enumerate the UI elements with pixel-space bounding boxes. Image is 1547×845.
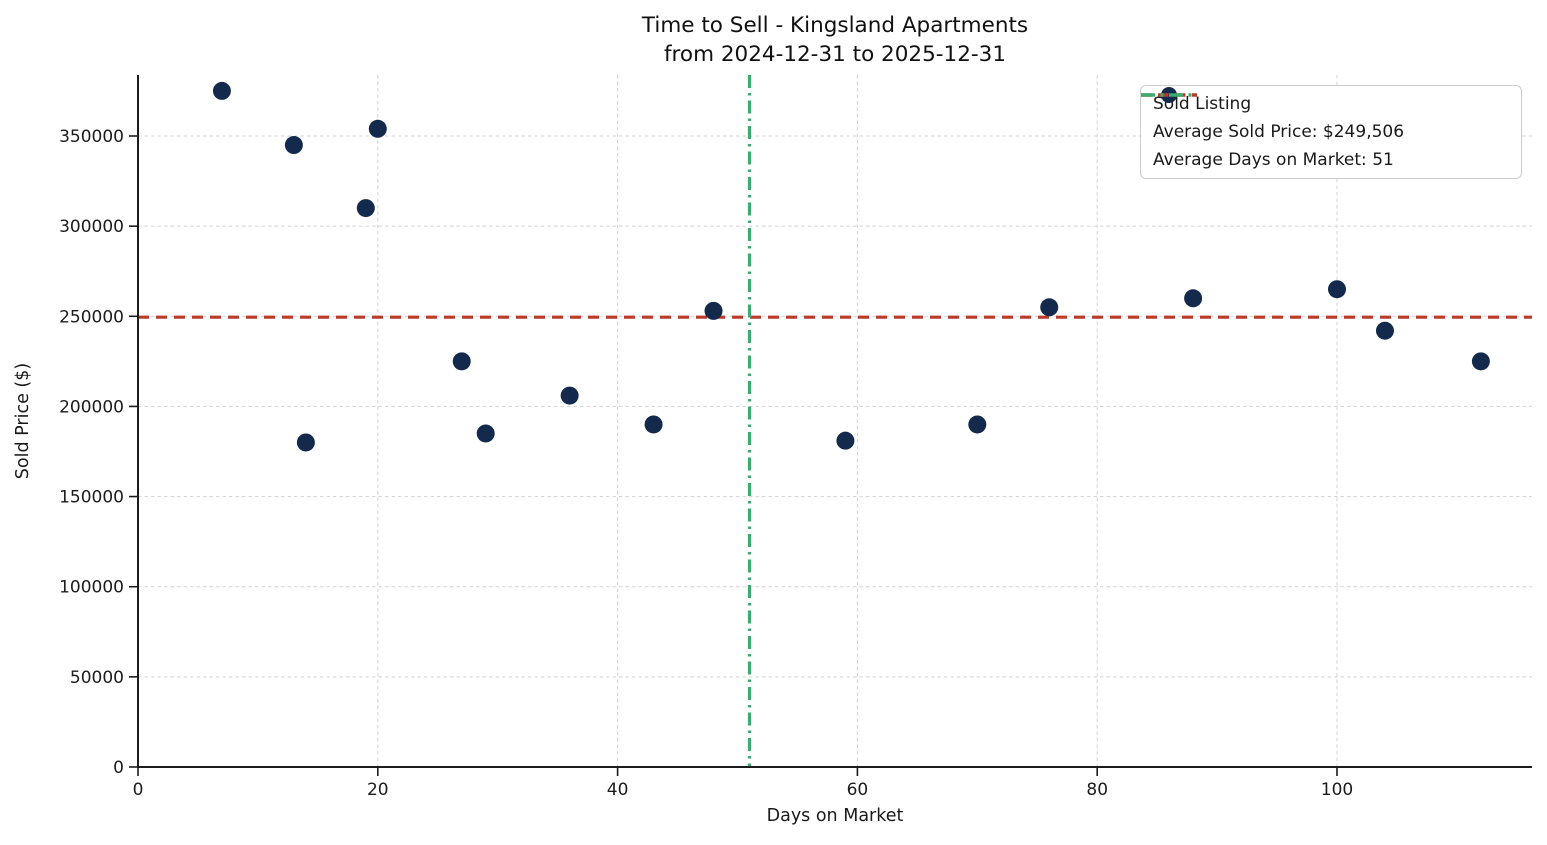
- scatter-point: [452, 352, 471, 371]
- scatter-point: [968, 415, 987, 434]
- legend-item-0: Sold Listing: [1153, 87, 1511, 118]
- legend-item-label: Average Sold Price: $249,506: [1153, 122, 1405, 142]
- scatter-point: [284, 136, 303, 155]
- legend-item-1: Average Sold Price: $249,506: [1141, 93, 1511, 146]
- scatter-point: [1375, 321, 1394, 340]
- x-tick-label: 20: [367, 780, 389, 800]
- scatter-point: [1471, 352, 1490, 371]
- scatter-point: [356, 199, 375, 218]
- scatter-point: [560, 386, 579, 405]
- y-tick-label: 350000: [59, 127, 124, 147]
- scatter-point: [212, 81, 231, 100]
- x-tick-label: 80: [1086, 780, 1108, 800]
- scatter-point: [704, 301, 723, 320]
- legend-dashdot-line-icon: [1141, 93, 1197, 97]
- y-tick-label: 200000: [59, 397, 124, 417]
- legend: Sold Listing Average Sold Price: $249,506…: [1140, 85, 1522, 179]
- x-tick-label: 40: [607, 780, 629, 800]
- legend-item-2: Average Days on Market: 51: [1141, 93, 1511, 174]
- chart-title-line2: from 2024-12-31 to 2025-12-31: [663, 42, 1007, 67]
- x-tick-label: 60: [847, 780, 869, 800]
- legend-item-label: Average Days on Market: 51: [1153, 150, 1394, 170]
- scatter-point: [644, 415, 663, 434]
- x-tick-label: 100: [1321, 780, 1353, 800]
- y-tick-label: 300000: [59, 217, 124, 237]
- y-axis-label: Sold Price ($): [13, 362, 33, 480]
- x-axis-label: Days on Market: [766, 806, 904, 826]
- scatter-point: [1184, 289, 1203, 308]
- y-tick-label: 0: [113, 758, 124, 778]
- legend-item-label: Sold Listing: [1153, 94, 1252, 114]
- scatter-point: [368, 119, 387, 138]
- y-tick-label: 50000: [70, 668, 124, 688]
- chart-title: Time to Sell - Kingsland Apartments from…: [138, 11, 1532, 69]
- scatter-point: [296, 433, 315, 452]
- scatter-point: [1328, 280, 1346, 299]
- scatter-point: [836, 431, 855, 450]
- y-tick-label: 100000: [59, 578, 124, 598]
- scatter-point: [476, 424, 495, 443]
- chart-title-line1: Time to Sell - Kingsland Apartments: [641, 13, 1029, 38]
- y-tick-label: 250000: [59, 307, 124, 327]
- x-tick-label: 0: [133, 780, 144, 800]
- y-tick-label: 150000: [59, 488, 124, 508]
- scatter-point: [1040, 298, 1059, 317]
